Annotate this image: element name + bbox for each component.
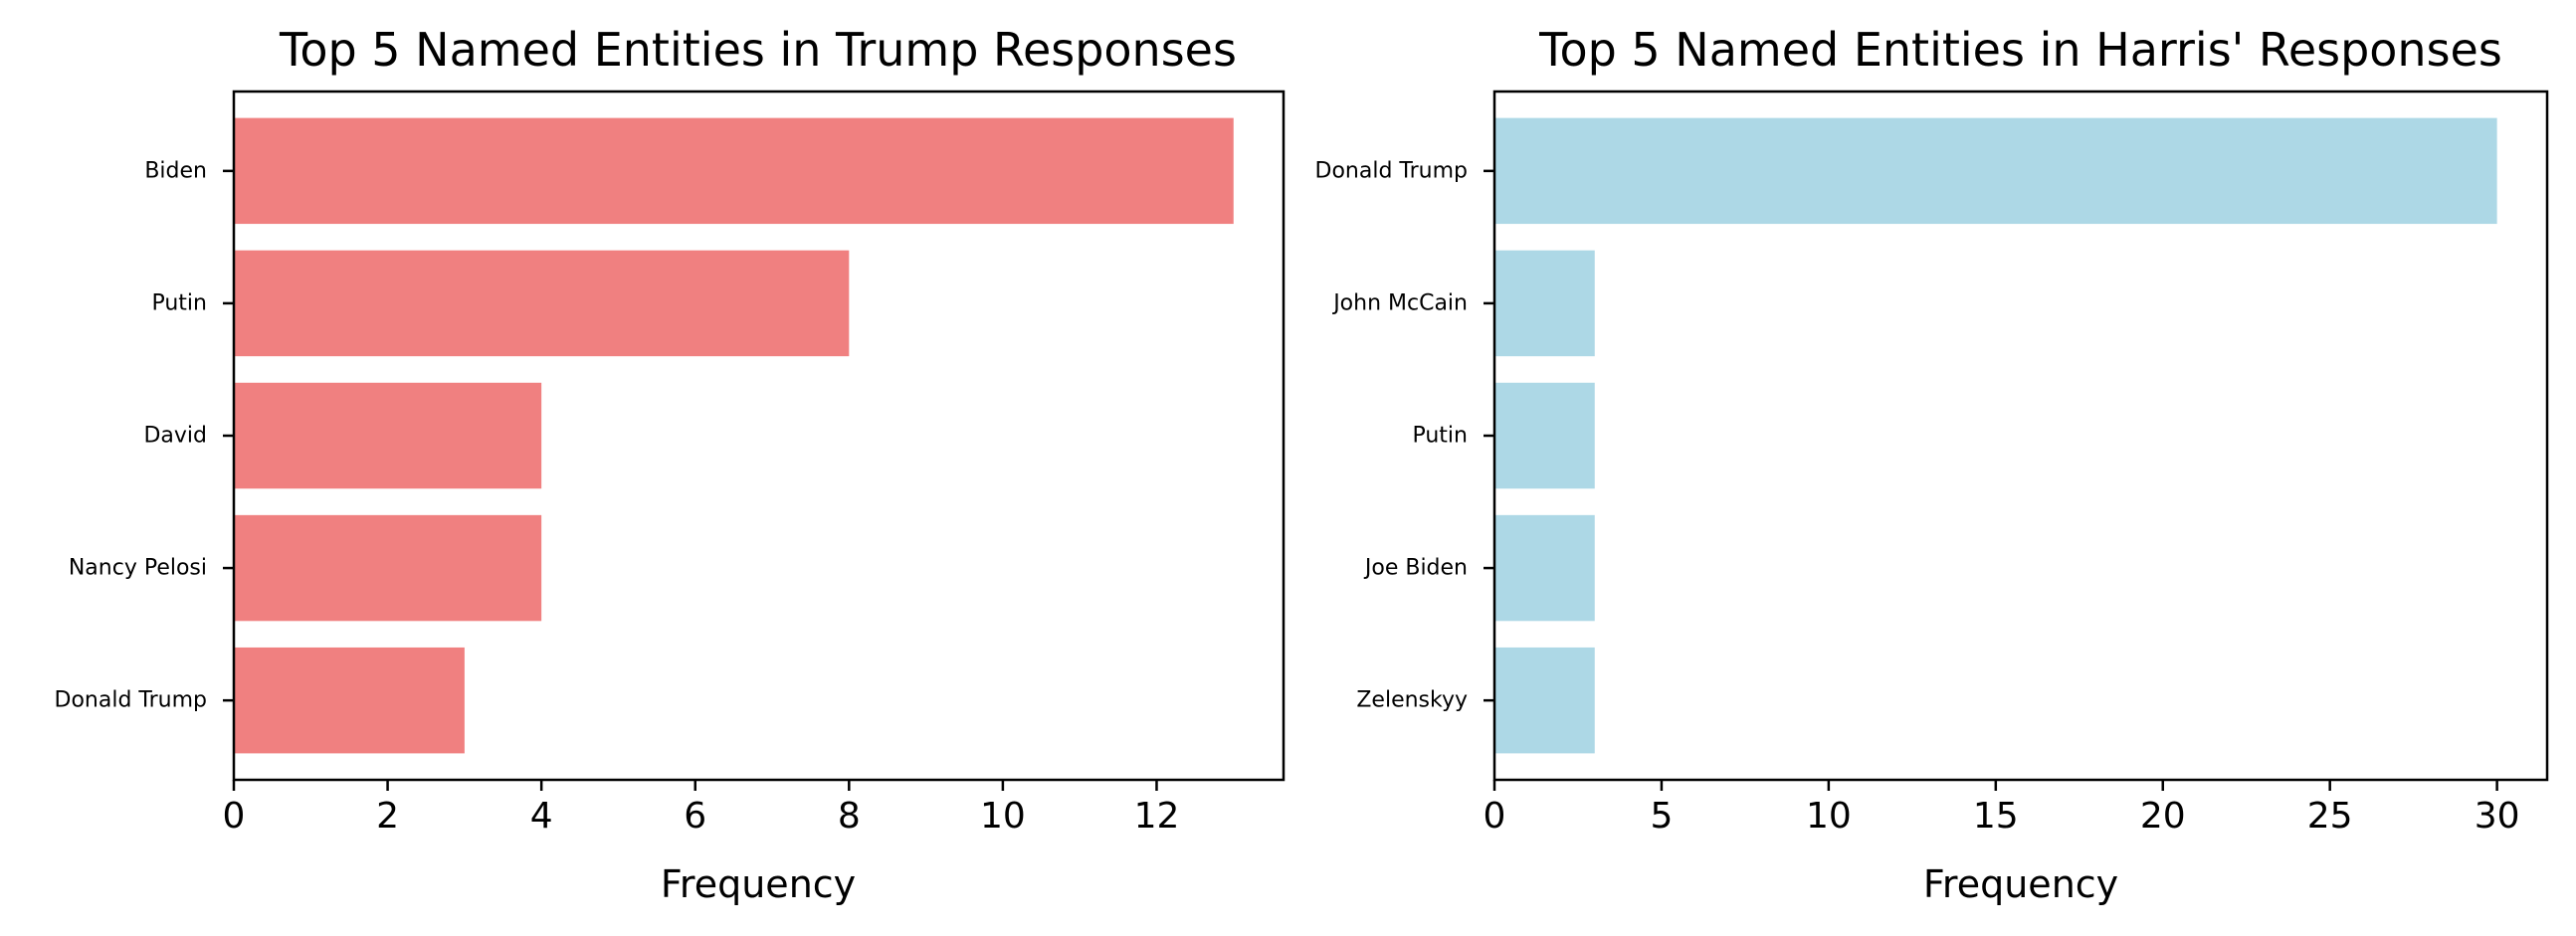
y-tick-label: Donald Trump [1315,158,1468,183]
x-tick-label: 10 [980,796,1026,837]
bar [234,647,465,754]
x-tick-label: 2 [376,796,399,837]
bar [234,514,542,622]
x-ticks: 0 5 10 15 20 25 30 [1484,780,2520,837]
x-tick-label: 20 [2140,796,2186,837]
x-tick-label: 0 [1484,796,1506,837]
x-axis-label: Frequency [661,862,856,906]
chart-title: Top 5 Named Entities in Harris' Response… [1538,23,2502,77]
bar [1494,647,1595,754]
y-tick-label: Putin [151,290,207,315]
bar [234,250,850,357]
chart-title: Top 5 Named Entities in Trump Responses [279,23,1237,77]
y-tick-label: David [143,424,207,449]
y-tick-label: Nancy Pelosi [69,556,207,581]
x-tick-label: 4 [530,796,553,837]
plot-frame [232,90,1286,782]
bar [234,382,542,489]
x-tick-label: 8 [838,796,861,837]
bar [1494,514,1595,622]
x-tick-label: 25 [2307,796,2353,837]
y-tick-label: Zelenskyy [1356,688,1468,713]
y-tick-label: Donald Trump [55,688,207,713]
bar [1494,117,2497,225]
y-tick-label: Putin [1412,424,1468,449]
bars [1494,117,2497,754]
harris-entities-chart: Top 5 Named Entities in Harris' Response… [1315,23,2549,906]
x-tick-label: 5 [1650,796,1673,837]
x-tick-label: 12 [1134,796,1180,837]
x-tick-label: 30 [2475,796,2520,837]
bars [234,117,1234,754]
bar [234,117,1234,225]
plot-frame [1492,90,2549,782]
x-tick-label: 15 [1973,796,2019,837]
bar [1494,250,1595,357]
x-tick-label: 0 [223,796,246,837]
trump-entities-chart: Top 5 Named Entities in Trump Responses … [55,23,1286,906]
y-ticks: Donald Trump John McCain Putin Joe Biden Zel… [1315,158,1494,713]
x-ticks: 0 2 4 6 8 10 12 [223,780,1180,837]
y-ticks: Biden Putin David Nancy Pelosi Donald Trump [55,158,234,713]
y-tick-label: John McCain [1331,290,1468,315]
x-tick-label: 6 [684,796,706,837]
x-tick-label: 10 [1806,796,1852,837]
x-axis-label: Frequency [1923,862,2118,906]
y-tick-label: Joe Biden [1363,556,1468,581]
bar [1494,382,1595,489]
y-tick-label: Biden [144,158,207,183]
